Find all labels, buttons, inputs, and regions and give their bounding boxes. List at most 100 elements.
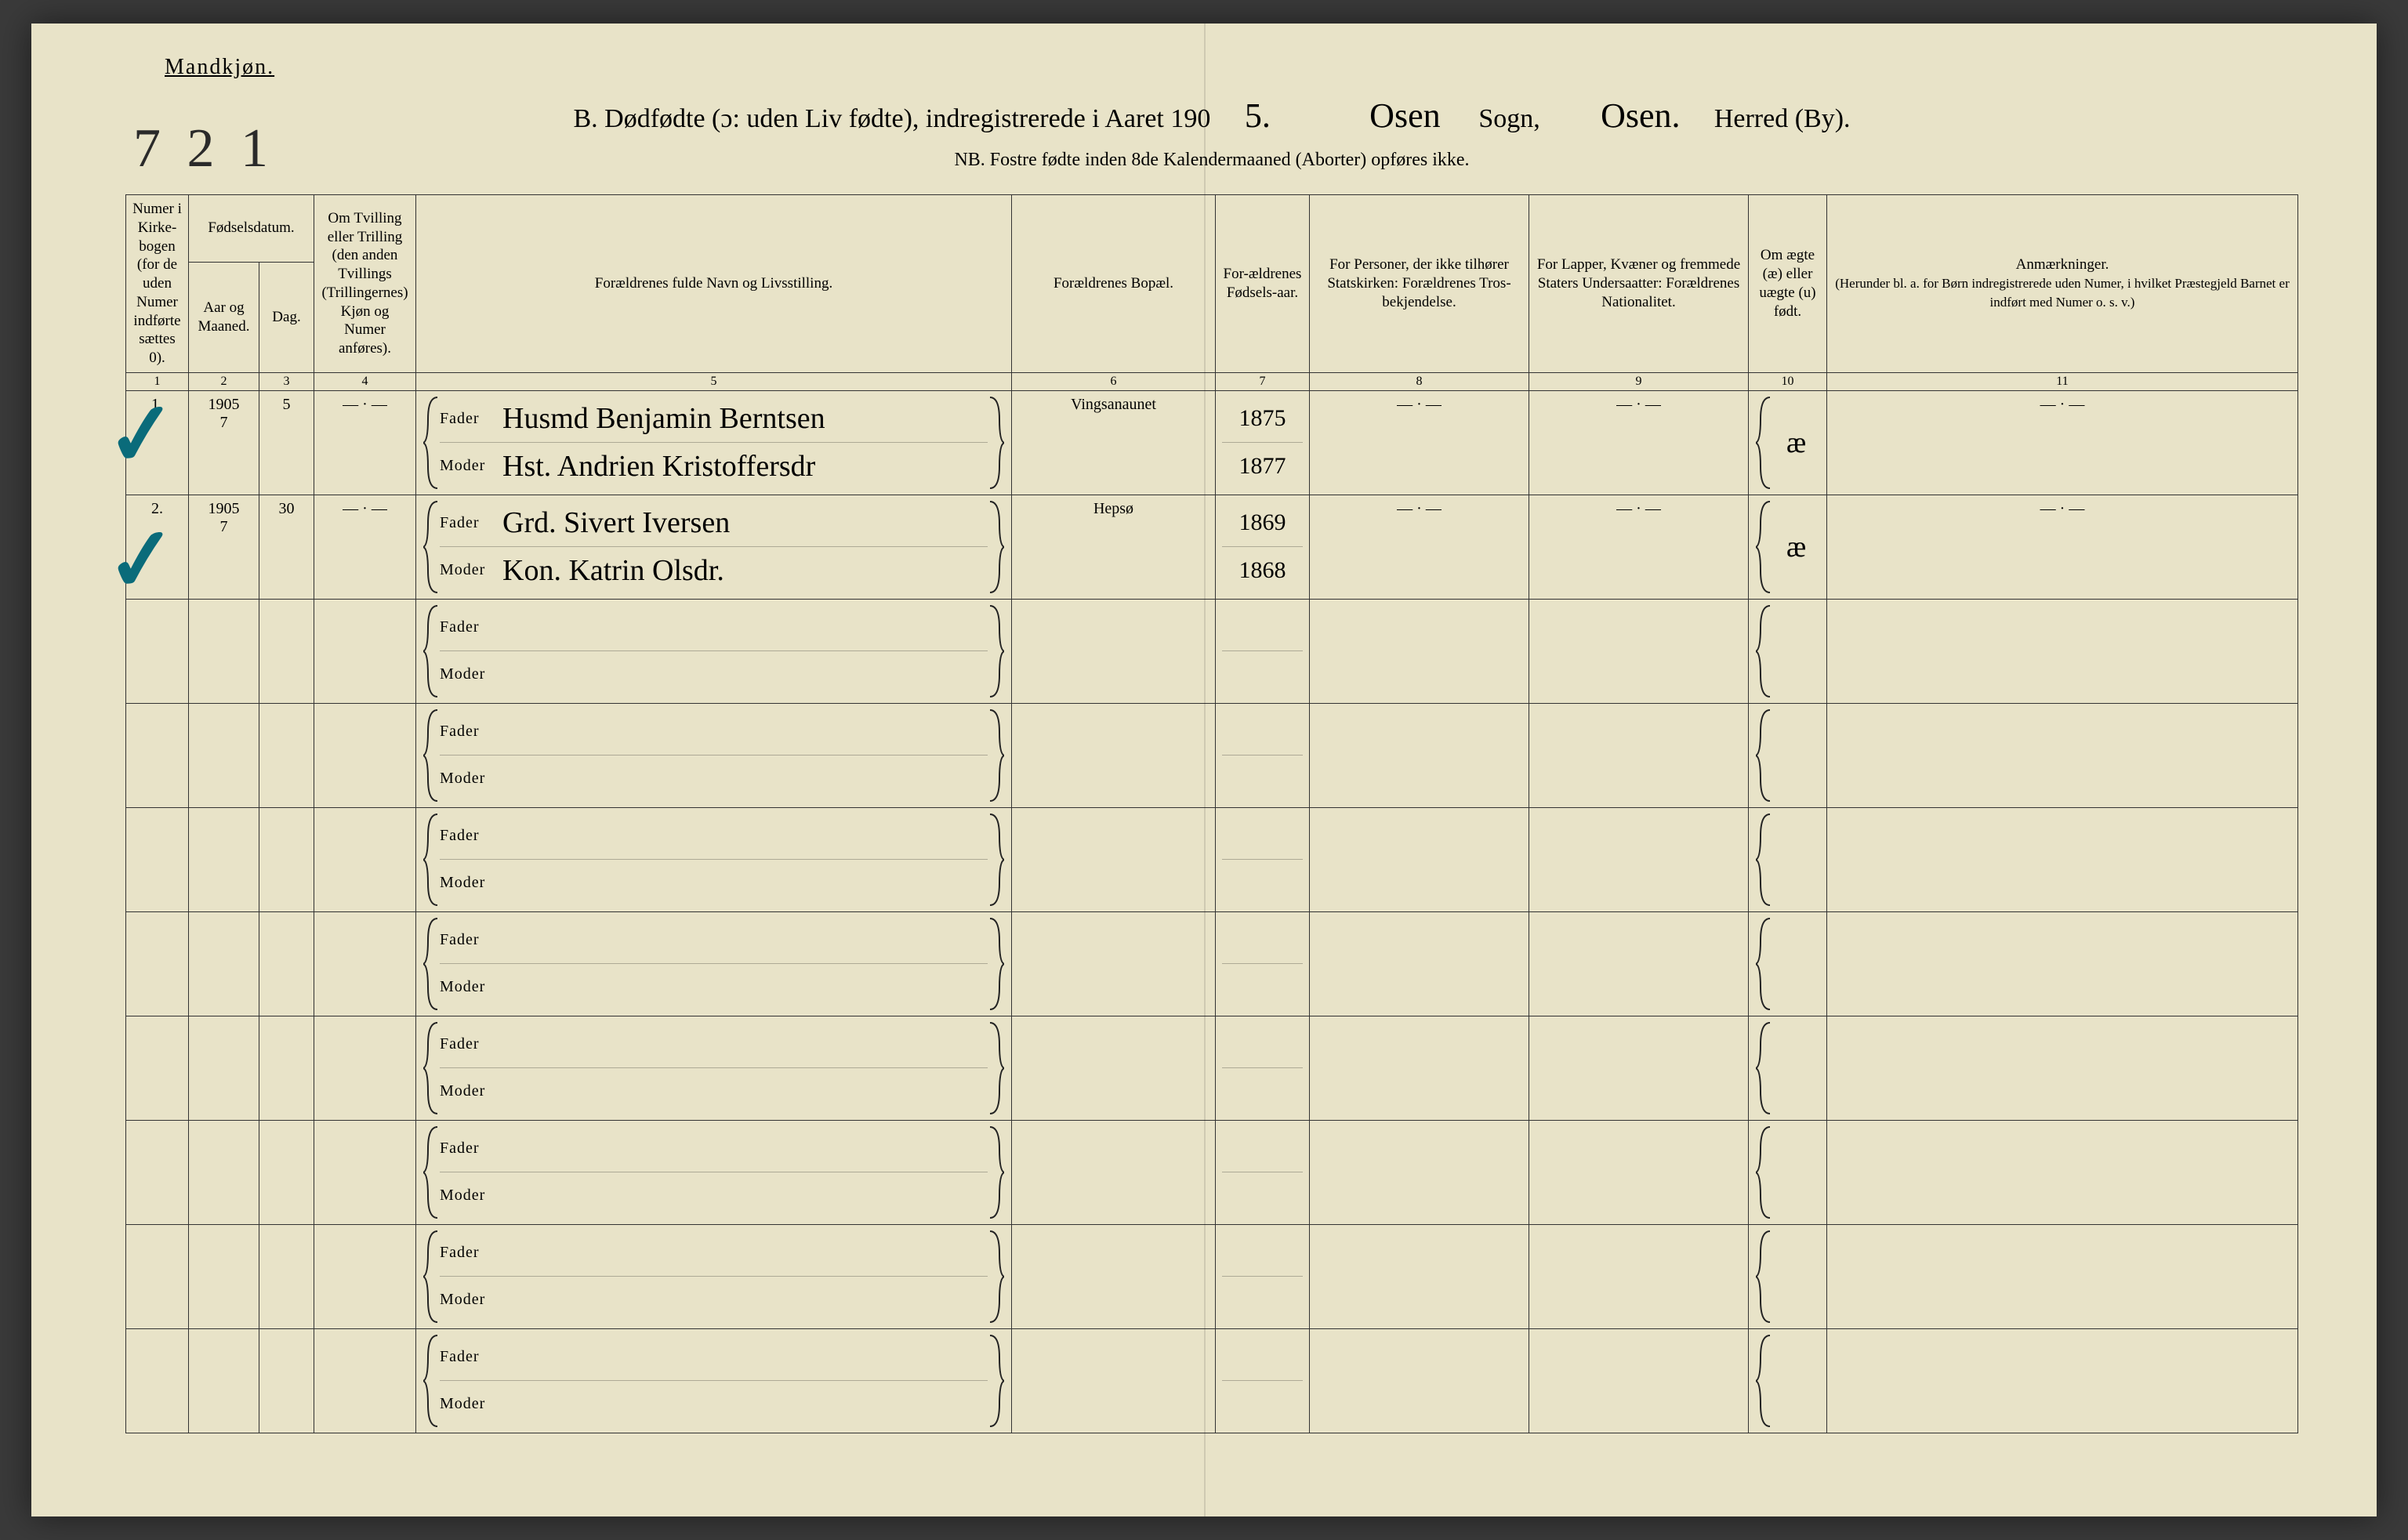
colnum: 3 <box>259 372 314 390</box>
colnum: 8 <box>1310 372 1529 390</box>
father-name: Husmd Benjamin Berntsen <box>502 401 825 436</box>
cell-twin <box>314 703 416 807</box>
opening-brace-icon <box>422 604 440 698</box>
cell-residence <box>1012 1016 1216 1120</box>
father-label: Fader <box>440 514 502 532</box>
herred-label: Herred (By). <box>1714 104 1851 133</box>
table-row: 1.190575— · — Fader Husmd Benjamin Bernt… <box>126 390 2298 495</box>
cell-year-month: 19057 <box>189 390 259 495</box>
cell-year-month: 19057 <box>189 495 259 599</box>
cell-names: Fader Moder <box>416 1120 1012 1224</box>
cell-legitimacy <box>1749 1328 1827 1433</box>
opening-brace-icon <box>422 1230 440 1324</box>
colnum: 2 <box>189 372 259 390</box>
table-row: Fader Moder <box>126 807 2298 911</box>
col-11-sub: (Herunder bl. a. for Børn indregistrered… <box>1835 276 2290 310</box>
ledger-page: Mandkjøn. 7 2 1 B. Dødfødte (ɔ: uden Liv… <box>31 24 2377 1516</box>
mother-label: Moder <box>440 770 502 788</box>
title-prefix: B. Dødfødte (ɔ: uden Liv fødte), indregi… <box>573 104 1210 133</box>
herred-value: Osen. <box>1594 96 1688 136</box>
sogn-value: Osen <box>1358 96 1452 136</box>
mother-name: Hst. Andrien Kristoffersdr <box>502 449 815 484</box>
nb-line: NB. Fostre fødte inden 8de Kalendermaane… <box>125 150 2298 171</box>
cell-twin <box>314 1328 416 1433</box>
closing-brace-icon <box>988 1021 1005 1115</box>
table-row: Fader Moder <box>126 1016 2298 1120</box>
cell-confession <box>1310 703 1529 807</box>
cell-legitimacy <box>1749 599 1827 703</box>
cell-residence: Hepsø <box>1012 495 1216 599</box>
father-year: 1869 <box>1239 509 1286 536</box>
cell-residence <box>1012 599 1216 703</box>
father-label: Fader <box>440 1140 502 1158</box>
column-number-row: 1 2 3 4 5 6 7 8 9 10 11 <box>126 372 2298 390</box>
col-2a-header: Aar og Maaned. <box>189 262 259 372</box>
col-4-header: Om Tvilling eller Trilling (den anden Tv… <box>314 195 416 373</box>
cell-names: Fader Moder <box>416 599 1012 703</box>
cell-names: Fader Husmd Benjamin Berntsen Moder Hst.… <box>416 390 1012 495</box>
cell-twin: — · — <box>314 390 416 495</box>
cell-twin <box>314 1224 416 1328</box>
cell-year-month <box>189 1016 259 1120</box>
father-name: Grd. Sivert Iversen <box>502 505 730 540</box>
cell-legitimacy <box>1749 911 1827 1016</box>
cell-legitimacy <box>1749 1224 1827 1328</box>
cell-nationality <box>1529 1016 1749 1120</box>
father-label: Fader <box>440 723 502 741</box>
cell-remarks <box>1827 1328 2298 1433</box>
cell-legitimacy: æ <box>1749 390 1827 495</box>
cell-legitimacy <box>1749 1016 1827 1120</box>
cell-names: Fader Moder <box>416 1224 1012 1328</box>
cell-twin <box>314 1120 416 1224</box>
cell-year-month <box>189 599 259 703</box>
cell-remarks <box>1827 1016 2298 1120</box>
table-row: Fader Moder <box>126 1224 2298 1328</box>
father-label: Fader <box>440 931 502 949</box>
opening-brace-icon <box>422 1125 440 1219</box>
closing-brace-icon <box>988 396 1005 490</box>
cell-names: Fader Moder <box>416 1328 1012 1433</box>
cell-nationality: — · — <box>1529 390 1749 495</box>
cell-nationality <box>1529 1120 1749 1224</box>
table-row: Fader Moder <box>126 1120 2298 1224</box>
opening-brace-icon <box>422 500 440 594</box>
check-mark-icon: ✓ <box>102 506 183 613</box>
mother-label: Moder <box>440 874 502 892</box>
mother-label: Moder <box>440 1291 502 1309</box>
cell-year-month <box>189 703 259 807</box>
mother-label: Moder <box>440 457 502 475</box>
cell-day <box>259 1016 314 1120</box>
cell-nationality <box>1529 807 1749 911</box>
cell-year-month <box>189 1120 259 1224</box>
mother-label: Moder <box>440 665 502 683</box>
cell-num <box>126 1120 189 1224</box>
mother-year: 1877 <box>1239 453 1286 480</box>
cell-parent-years <box>1216 1120 1310 1224</box>
check-mark-icon: ✓ <box>102 381 183 487</box>
cell-remarks <box>1827 1120 2298 1224</box>
cell-residence <box>1012 1120 1216 1224</box>
cell-names: Fader Moder <box>416 911 1012 1016</box>
cell-names: Fader Moder <box>416 703 1012 807</box>
cell-legitimacy: æ <box>1749 495 1827 599</box>
father-label: Fader <box>440 618 502 636</box>
cell-nationality <box>1529 703 1749 807</box>
sogn-label: Sogn, <box>1478 104 1539 133</box>
cell-legitimacy <box>1749 703 1827 807</box>
cell-num <box>126 1224 189 1328</box>
col-11-header: Anmærkninger. (Herunder bl. a. for Børn … <box>1827 195 2298 373</box>
cell-day <box>259 911 314 1016</box>
opening-brace-icon <box>1755 1334 1772 1428</box>
closing-brace-icon <box>988 708 1005 803</box>
col-2-group-header: Fødselsdatum. <box>189 195 314 263</box>
opening-brace-icon <box>422 1334 440 1428</box>
cell-names: Fader Moder <box>416 1016 1012 1120</box>
table-body: 1.190575— · — Fader Husmd Benjamin Bernt… <box>126 390 2298 1433</box>
cell-confession <box>1310 1328 1529 1433</box>
colnum: 5 <box>416 372 1012 390</box>
cell-names: Fader Moder <box>416 807 1012 911</box>
cell-nationality <box>1529 599 1749 703</box>
opening-brace-icon <box>1755 500 1772 594</box>
cell-day <box>259 1328 314 1433</box>
opening-brace-icon <box>1755 604 1772 698</box>
